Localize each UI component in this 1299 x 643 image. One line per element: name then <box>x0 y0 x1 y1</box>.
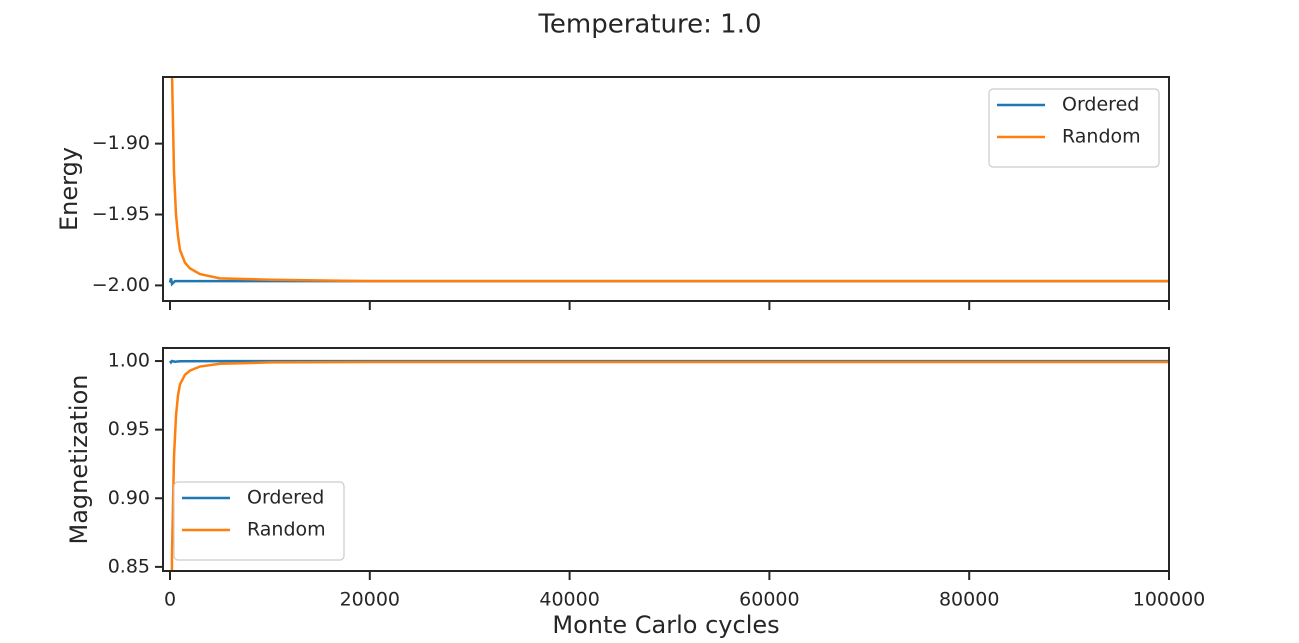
axes-frame <box>162 347 1170 572</box>
y-tick-label: 1.00 <box>108 350 150 372</box>
plot-area <box>168 359 1169 571</box>
axes-frame <box>162 76 1170 302</box>
plot-area <box>168 77 1169 287</box>
x-axis-label: Monte Carlo cycles <box>552 611 779 639</box>
legend: Ordered Random <box>988 88 1160 168</box>
legend-frame <box>988 88 1160 168</box>
legend-label: Ordered <box>247 487 324 509</box>
legend-label: Random <box>247 519 326 541</box>
legend-label: Ordered <box>1062 94 1139 116</box>
x-tick-label: 0 <box>164 589 176 611</box>
x-tick-label: 60000 <box>739 589 799 611</box>
axes: 0.85 0.90 0.95 1.00 0 20000 40000 60000 80000 100… <box>65 347 1206 639</box>
x-tick-label: 100000 <box>1133 589 1206 611</box>
y-axis-label: Magnetization <box>65 375 93 545</box>
y-tick-label: 0.95 <box>108 418 150 440</box>
y-tick-label: 0.90 <box>108 487 150 509</box>
y-tick-label: −2.00 <box>92 274 150 296</box>
y-tick-label: −1.90 <box>92 132 150 154</box>
y-tick-label: 0.85 <box>108 555 150 577</box>
figure-title: Temperature: 1.0 <box>537 10 761 40</box>
y-tick-label: −1.95 <box>92 203 150 225</box>
data-line <box>168 278 1169 287</box>
axes: −2.00 −1.95 −1.90 Energy Ordered Random <box>55 76 1170 310</box>
legend-label: Random <box>1062 126 1141 148</box>
y-axis-label: Energy <box>55 147 83 231</box>
x-tick-label: 40000 <box>539 589 599 611</box>
data-line <box>168 359 1169 365</box>
legend-frame <box>173 481 345 561</box>
data-line <box>170 360 1169 571</box>
legend: Ordered Random <box>173 481 345 561</box>
x-tick-label: 20000 <box>340 589 400 611</box>
x-tick-label: 80000 <box>939 589 999 611</box>
data-line <box>170 77 1169 283</box>
